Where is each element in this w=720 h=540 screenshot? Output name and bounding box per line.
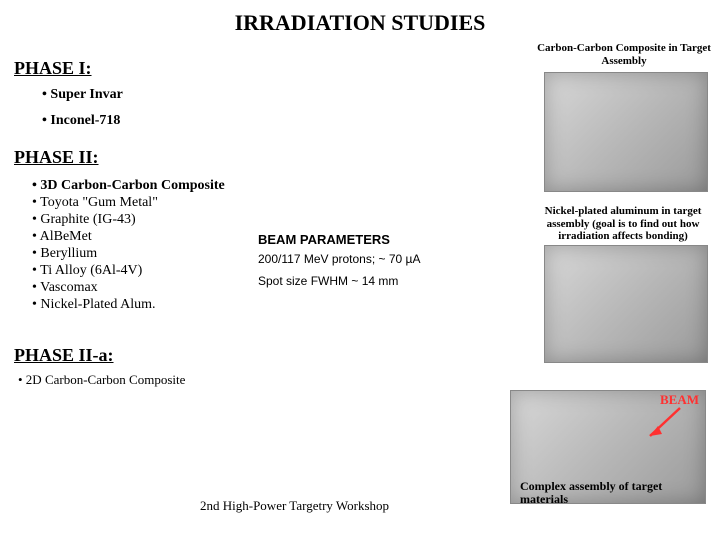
phase2a-item: • 2D Carbon-Carbon Composite — [0, 372, 720, 388]
beam-line-2: Spot size FWHM ~ 14 mm — [258, 274, 478, 288]
slide-title: IRRADIATION STUDIES — [0, 0, 720, 36]
beam-title: BEAM PARAMETERS — [258, 232, 478, 247]
beam-parameters-box: BEAM PARAMETERS 200/117 MeV protons; ~ 7… — [258, 232, 478, 288]
caption-bottom-right: Complex assembly of target materials — [520, 480, 680, 506]
image-mid — [544, 245, 708, 363]
caption-top-right: Carbon-Carbon Composite in Target Assemb… — [536, 42, 712, 67]
beam-arrow-icon — [640, 406, 690, 446]
image-top — [544, 72, 708, 192]
caption-mid-right: Nickel-plated aluminum in target assembl… — [530, 205, 716, 243]
footer-text: 2nd High-Power Targetry Workshop — [200, 498, 389, 514]
beam-line-1: 200/117 MeV protons; ~ 70 µA — [258, 252, 478, 266]
